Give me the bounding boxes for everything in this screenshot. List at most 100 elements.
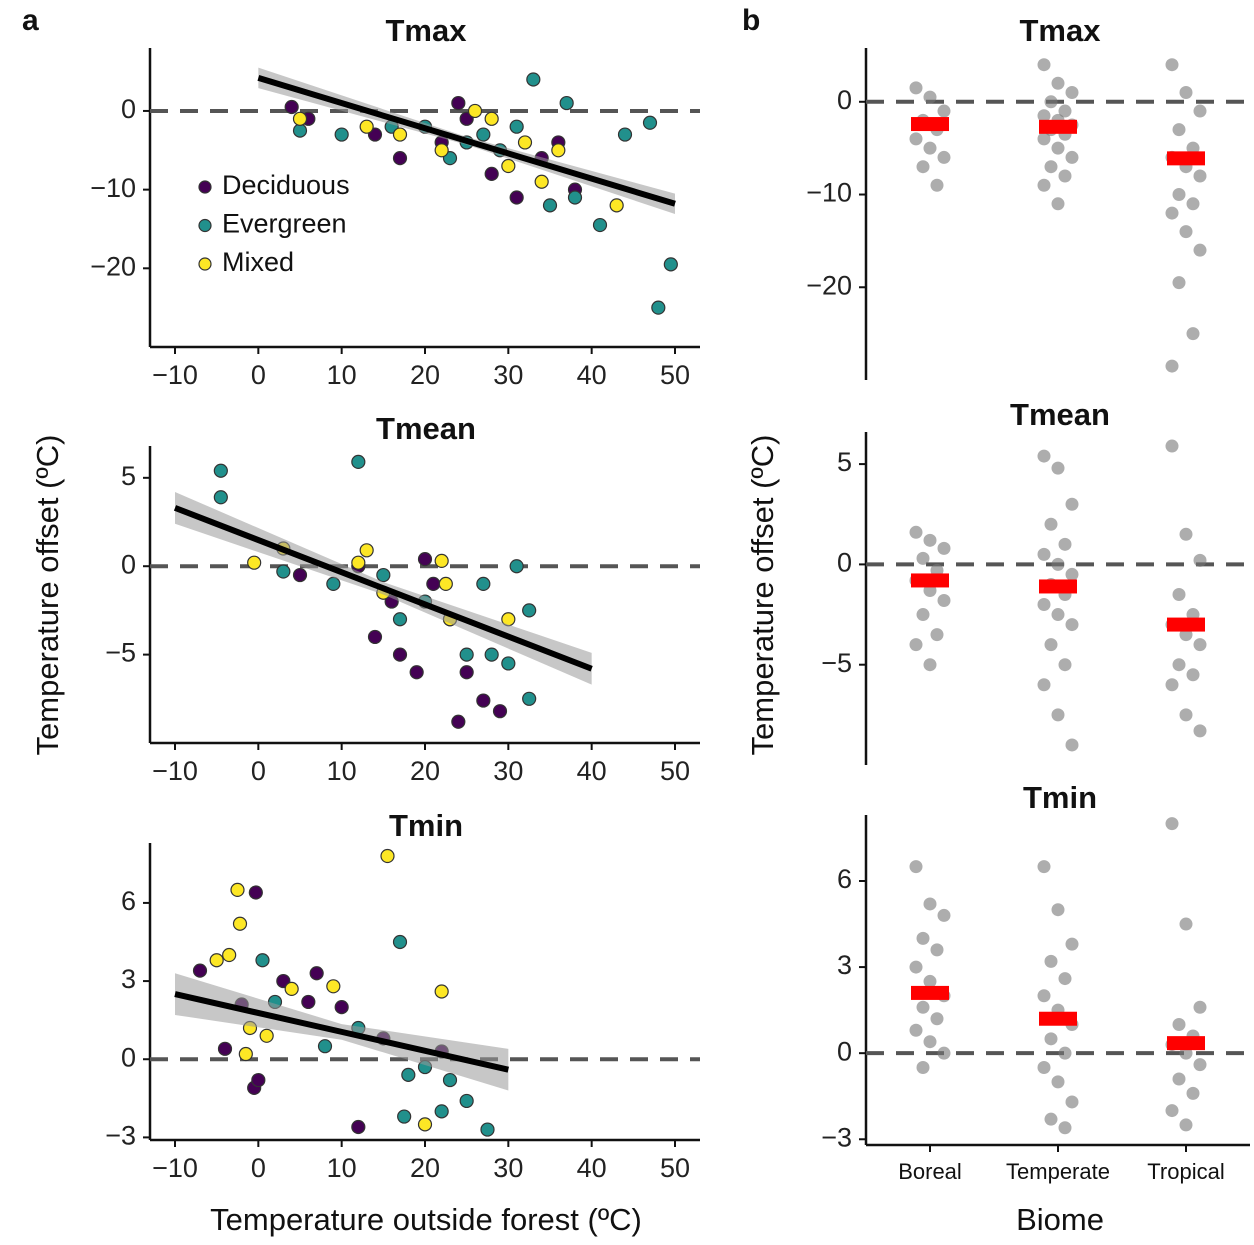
point — [434, 984, 449, 999]
point — [1186, 327, 1200, 341]
point — [284, 981, 299, 996]
y-tick-label: −3 — [821, 1122, 852, 1152]
x-tick-label: 10 — [327, 360, 357, 390]
point — [459, 647, 474, 662]
point — [1051, 708, 1065, 722]
point — [930, 628, 944, 642]
point — [1058, 658, 1072, 672]
point — [1044, 954, 1058, 968]
y-tick-label: −20 — [90, 251, 136, 281]
mean-bar — [1039, 119, 1077, 134]
point — [509, 190, 524, 205]
mean-bar — [911, 985, 949, 1000]
point — [434, 143, 449, 158]
point — [551, 143, 566, 158]
point — [192, 963, 208, 978]
y-tick-label: 0 — [837, 85, 852, 115]
mean-bar — [911, 117, 949, 132]
point — [1037, 58, 1051, 72]
x-tick-label: 50 — [660, 1153, 690, 1183]
point — [232, 916, 248, 931]
fit-line — [173, 505, 593, 672]
point — [1165, 1104, 1179, 1118]
y-tick-label: 0 — [121, 549, 136, 579]
point — [1172, 188, 1186, 202]
x-tick-label: 20 — [410, 756, 440, 786]
x-tick-label: 0 — [251, 360, 266, 390]
point — [1051, 903, 1065, 917]
point — [1065, 86, 1079, 100]
point — [334, 1000, 349, 1015]
point — [937, 594, 951, 608]
legend-marker — [198, 257, 212, 271]
point — [476, 576, 491, 591]
point — [1058, 972, 1072, 986]
point — [334, 127, 349, 142]
point — [923, 658, 937, 672]
y-tick-label: 0 — [121, 94, 136, 124]
point — [1172, 587, 1186, 601]
point — [1186, 668, 1200, 682]
point — [592, 217, 608, 233]
point — [1186, 1086, 1200, 1100]
point — [1044, 1112, 1058, 1126]
point — [434, 553, 449, 569]
point — [292, 111, 308, 126]
point — [1051, 461, 1065, 475]
x-tick-label: 30 — [493, 360, 523, 390]
panel-label: b — [742, 4, 760, 37]
point — [1172, 658, 1186, 672]
point — [1193, 104, 1207, 118]
point — [459, 665, 474, 680]
point — [255, 953, 270, 968]
point — [1065, 150, 1079, 164]
point — [376, 567, 391, 583]
x-tick-label: 50 — [660, 756, 690, 786]
point — [517, 135, 533, 150]
point — [1037, 598, 1051, 612]
point — [1172, 276, 1186, 290]
point — [213, 490, 228, 505]
y-tick-label: 6 — [121, 886, 136, 916]
point — [916, 608, 930, 622]
point — [1044, 638, 1058, 652]
point — [909, 525, 923, 539]
point — [1179, 1118, 1193, 1132]
y-axis-title: Temperature offset (ºC) — [30, 435, 65, 756]
point — [916, 160, 930, 174]
point — [1051, 1075, 1065, 1089]
chart-title: Tmean — [376, 411, 476, 446]
point — [1193, 243, 1207, 257]
point — [247, 555, 262, 570]
y-tick-label: 6 — [837, 864, 852, 894]
x-tick-label: Boreal — [898, 1159, 962, 1184]
point — [1058, 1046, 1072, 1060]
point — [484, 111, 499, 126]
y-tick-label: 0 — [121, 1042, 136, 1072]
x-tick-label: −10 — [152, 1153, 198, 1183]
point — [1065, 567, 1079, 581]
point — [1186, 197, 1200, 211]
point — [1037, 860, 1051, 874]
point — [1165, 817, 1179, 831]
x-tick-label: 0 — [251, 1153, 266, 1183]
point — [1065, 937, 1079, 951]
point — [930, 178, 944, 192]
y-tick-label: 5 — [837, 447, 852, 477]
mean-bar — [911, 573, 949, 588]
point — [292, 567, 308, 583]
y-tick-label: 0 — [837, 548, 852, 578]
point — [251, 1072, 266, 1088]
point — [1172, 123, 1186, 137]
point — [259, 1028, 274, 1043]
chart-title: Tmin — [1023, 780, 1097, 815]
point — [916, 551, 930, 565]
point — [392, 647, 408, 662]
point — [292, 123, 308, 138]
panel-label: a — [22, 4, 39, 37]
point — [567, 190, 583, 205]
chart-title: Tmax — [1020, 13, 1102, 48]
point — [484, 647, 499, 662]
mean-bar — [1039, 579, 1077, 594]
point — [534, 174, 549, 189]
